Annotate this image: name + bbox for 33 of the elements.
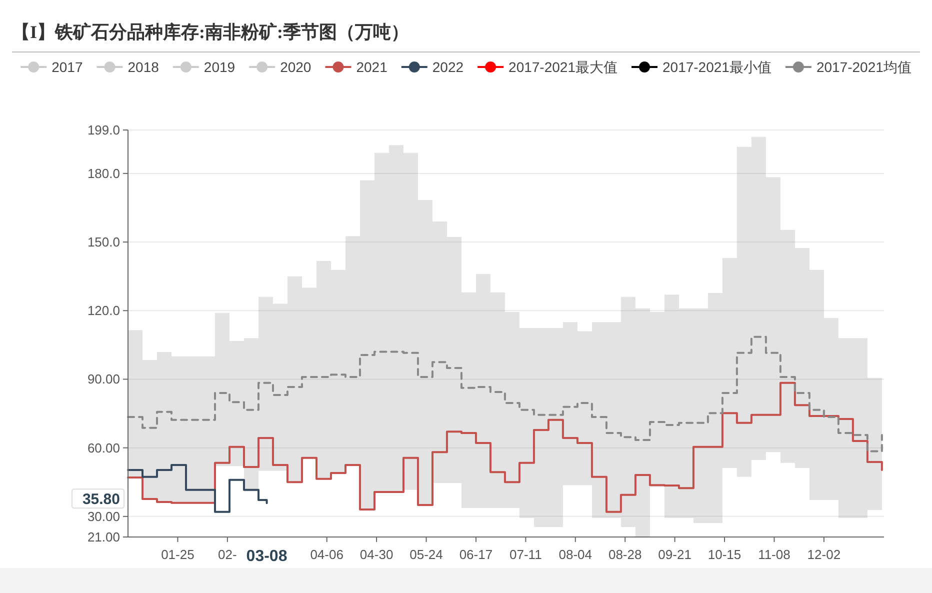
y-tick-label: 199.0 <box>87 122 120 138</box>
x-tick-label: 01-25 <box>161 547 194 562</box>
annotation: 03-08 <box>242 544 291 566</box>
x-tick-label: 02- <box>218 547 237 562</box>
x-tick-label: 10-15 <box>708 547 742 562</box>
legend-label: 2019 <box>204 59 236 75</box>
x-tick-label: 09-21 <box>658 547 692 562</box>
x-tick-label: 06-17 <box>459 547 493 562</box>
legend-label: 2022 <box>432 59 464 75</box>
y-tick-label: 90.00 <box>87 372 120 387</box>
y-tick-label: 60.00 <box>87 440 120 456</box>
y-tick-label: 150.0 <box>87 234 120 250</box>
y-tick-label: 180.0 <box>87 166 120 181</box>
legend-label: 2017-2021均值 <box>816 59 912 75</box>
legend-label: 2021 <box>356 59 388 75</box>
legend-label: 2017-2021最小值 <box>662 59 772 75</box>
x-tick-label: 04-06 <box>310 547 344 562</box>
legend-label: 2017-2021最大值 <box>508 59 618 75</box>
legend-label: 2020 <box>280 59 312 75</box>
legend-label: 2018 <box>128 59 160 75</box>
legend-label: 2017 <box>52 59 83 75</box>
x-tick-label: 08-04 <box>558 547 592 562</box>
annotation: 35.80 <box>72 488 124 509</box>
y-tick-label: 30.00 <box>87 508 120 524</box>
y-tick-label: 21.00 <box>87 530 120 544</box>
x-tick-label: 07-11 <box>510 547 542 562</box>
y-tick-label: 120.0 <box>87 303 120 318</box>
x-tick-label: 05-24 <box>410 547 443 562</box>
x-tick-label: 12-02 <box>807 547 841 562</box>
x-tick-label: 11-08 <box>758 547 790 562</box>
x-tick-label: 08-28 <box>608 547 642 562</box>
x-tick-label: 04-30 <box>360 547 394 562</box>
chart-title: 【I】铁矿石分品种库存:南非粉矿:季节图（万吨） <box>12 22 409 42</box>
